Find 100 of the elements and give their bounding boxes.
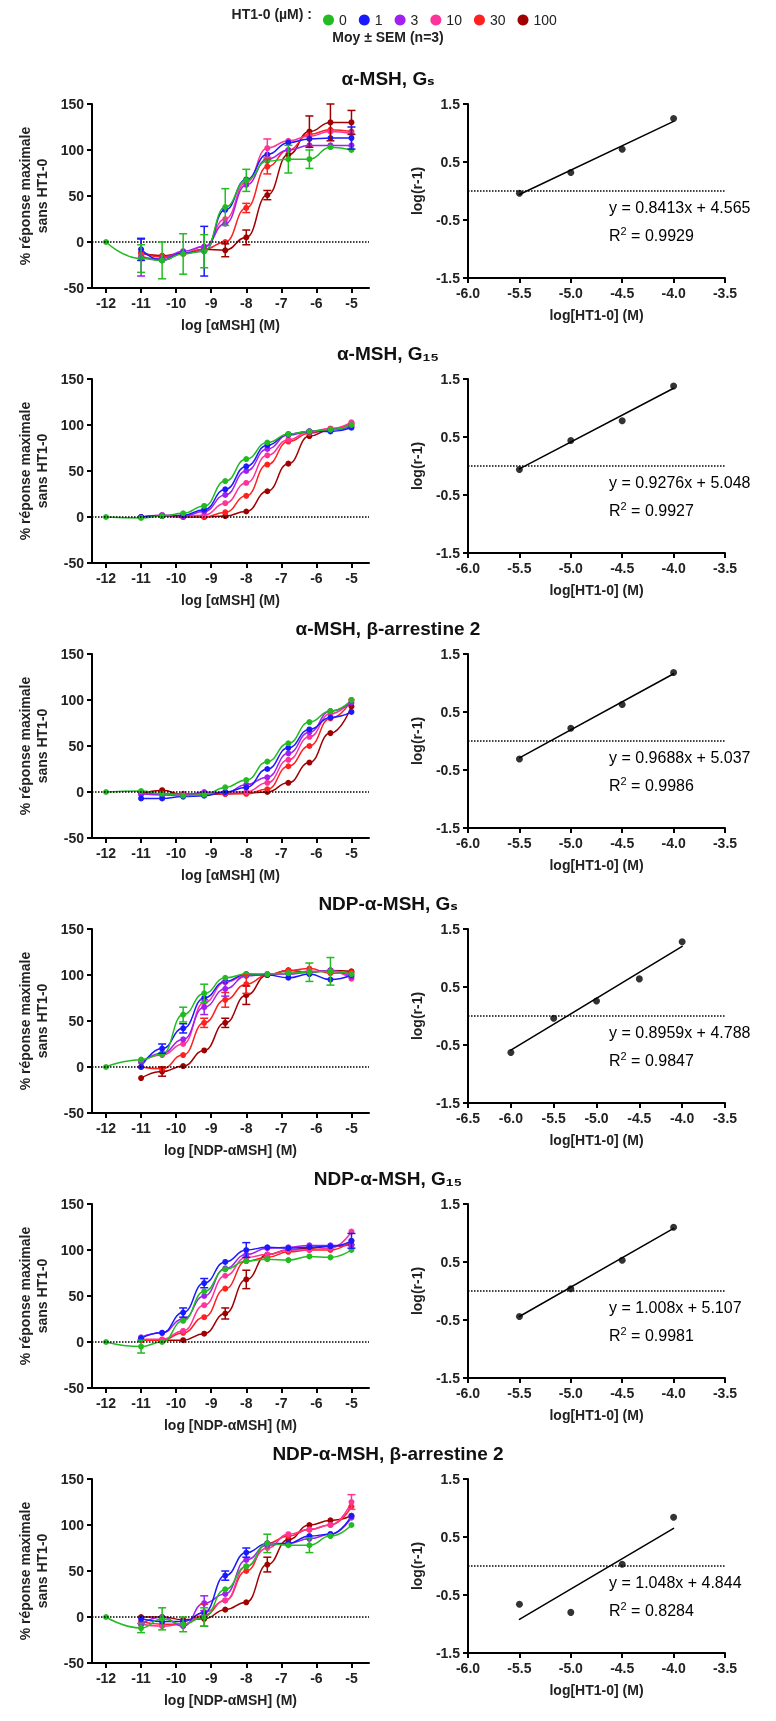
y-tick-label: -0.5 bbox=[435, 487, 461, 503]
x-tick-label: -6 bbox=[310, 1120, 323, 1136]
x-tick-label: -5.0 bbox=[584, 1110, 609, 1126]
x-tick-label: -4.5 bbox=[610, 1385, 635, 1401]
x-tick-label: -6 bbox=[310, 1670, 323, 1686]
y-tick-label: 1.5 bbox=[440, 96, 461, 112]
y-tick-label: -0.5 bbox=[435, 1312, 461, 1328]
x-tick-label: -7 bbox=[275, 1395, 288, 1411]
x-tick-label: -10 bbox=[166, 1120, 187, 1136]
x-tick-label: -6.0 bbox=[455, 835, 481, 851]
y-tick-label: 1.5 bbox=[440, 921, 461, 937]
x-tick-label: -3.5 bbox=[712, 1110, 738, 1126]
x-tick-label: -9 bbox=[204, 845, 218, 861]
legend-label: 3 bbox=[410, 12, 419, 28]
chart-title: α-MSH, G₁₅ bbox=[336, 343, 440, 364]
x-tick-label: -5.0 bbox=[558, 1660, 584, 1676]
y-tick-label: 0.5 bbox=[440, 154, 461, 170]
x-tick-label: -11 bbox=[131, 845, 152, 861]
x-tick-label: -9 bbox=[204, 295, 218, 311]
y-tick-label: 50 bbox=[68, 1563, 85, 1579]
y-axis-title: % réponse maximale sans HT1-0 bbox=[16, 401, 50, 541]
y-tick-label: 150 bbox=[60, 1196, 85, 1212]
y-axis-title: log(r-1) bbox=[408, 1541, 425, 1591]
y-tick-label: 150 bbox=[60, 646, 85, 662]
y-tick-label: 50 bbox=[68, 463, 85, 479]
y-tick-label: 50 bbox=[68, 1288, 85, 1304]
x-tick-label: -8 bbox=[240, 1120, 253, 1136]
y-tick-label: -50 bbox=[63, 1380, 85, 1396]
chart-title: NDP-α-MSH, β-arrestine 2 bbox=[272, 1443, 504, 1464]
x-tick-label: -10 bbox=[166, 1395, 187, 1411]
x-tick-label: -4.0 bbox=[661, 1660, 686, 1676]
x-tick-label: -10 bbox=[166, 570, 187, 586]
y-tick-label: 1.5 bbox=[440, 1471, 461, 1487]
x-axis-title: log [NDP-αMSH] (M) bbox=[163, 1417, 298, 1433]
x-tick-label: -10 bbox=[166, 845, 187, 861]
y-axis-title: % réponse maximale sans HT1-0 bbox=[16, 1226, 50, 1366]
x-tick-label: -5.0 bbox=[558, 560, 584, 576]
x-tick-label: -3.5 bbox=[712, 560, 738, 576]
x-tick-label: -10 bbox=[166, 1670, 187, 1686]
y-tick-label: -1.5 bbox=[435, 1645, 461, 1661]
y-tick-label: 0 bbox=[76, 234, 85, 250]
chart-title: α-MSH, Gₛ bbox=[341, 68, 435, 89]
x-tick-label: -6.5 bbox=[455, 1110, 481, 1126]
x-tick-label: -11 bbox=[131, 1670, 152, 1686]
x-tick-label: -5.5 bbox=[541, 1110, 566, 1126]
x-tick-label: -5.0 bbox=[558, 1385, 584, 1401]
annotation: y = 1.008x + 5.107 bbox=[609, 1299, 742, 1317]
x-tick-label: -9 bbox=[204, 1670, 218, 1686]
x-tick-label: -3.5 bbox=[712, 1660, 738, 1676]
x-tick-label: -6.0 bbox=[455, 285, 481, 301]
x-tick-label: -6 bbox=[310, 1395, 323, 1411]
x-tick-label: -6.0 bbox=[455, 1385, 481, 1401]
x-tick-label: -5 bbox=[345, 295, 358, 311]
legend-label: 10 bbox=[446, 12, 463, 28]
x-tick-label: -12 bbox=[95, 845, 117, 861]
x-tick-label: -12 bbox=[95, 1395, 117, 1411]
chart-title: α-MSH, β-arrestine 2 bbox=[295, 618, 481, 639]
x-tick-label: -5 bbox=[345, 570, 358, 586]
x-tick-label: -12 bbox=[95, 1670, 117, 1686]
x-tick-label: -4.5 bbox=[610, 835, 635, 851]
y-axis-title: log(r-1) bbox=[408, 1266, 425, 1316]
x-tick-label: -7 bbox=[275, 845, 288, 861]
y-tick-label: 0 bbox=[76, 1059, 85, 1075]
x-axis-title: log[HT1-0] (M) bbox=[549, 1132, 644, 1148]
x-tick-label: -9 bbox=[204, 570, 218, 586]
legend-label: 0 bbox=[339, 12, 347, 28]
y-axis-title: % réponse maximale sans HT1-0 bbox=[16, 676, 50, 816]
x-tick-label: -3.5 bbox=[712, 1385, 738, 1401]
x-tick-label: -4.0 bbox=[661, 835, 686, 851]
y-tick-label: 0.5 bbox=[440, 1254, 461, 1270]
y-tick-label: 100 bbox=[60, 1242, 85, 1258]
x-tick-label: -6 bbox=[310, 845, 323, 861]
x-tick-label: -12 bbox=[95, 570, 117, 586]
x-axis-title: log [NDP-αMSH] (M) bbox=[163, 1142, 298, 1158]
x-tick-label: -4.0 bbox=[670, 1110, 695, 1126]
x-tick-label: -11 bbox=[131, 295, 152, 311]
y-tick-label: 100 bbox=[60, 967, 85, 983]
y-tick-label: 50 bbox=[68, 188, 85, 204]
y-tick-label: -1.5 bbox=[435, 545, 461, 561]
chart-title: NDP-α-MSH, Gₛ bbox=[318, 893, 458, 914]
y-tick-label: -0.5 bbox=[435, 1587, 461, 1603]
x-tick-label: -4.0 bbox=[661, 560, 686, 576]
legend-label: 1 bbox=[374, 12, 383, 28]
x-axis-title: log[HT1-0] (M) bbox=[549, 307, 644, 323]
y-axis-title: log(r-1) bbox=[408, 716, 425, 766]
y-tick-label: -0.5 bbox=[435, 762, 461, 778]
x-tick-label: -6.0 bbox=[455, 560, 481, 576]
y-tick-label: 0.5 bbox=[440, 979, 461, 995]
x-tick-label: -7 bbox=[275, 1670, 288, 1686]
x-tick-label: -5.0 bbox=[558, 285, 584, 301]
legend-title: HT1-0 (µM) : bbox=[231, 6, 312, 22]
legend-label: 100 bbox=[533, 12, 558, 28]
x-tick-label: -6 bbox=[310, 570, 323, 586]
x-tick-label: -6.0 bbox=[455, 1660, 481, 1676]
y-tick-label: 150 bbox=[60, 1471, 85, 1487]
annotation: y = 0.9276x + 5.048 bbox=[609, 474, 751, 492]
y-tick-label: 100 bbox=[60, 142, 85, 158]
x-tick-label: -11 bbox=[131, 1395, 152, 1411]
chart-title: NDP-α-MSH, G₁₅ bbox=[313, 1168, 463, 1189]
x-tick-label: -5.5 bbox=[507, 1385, 532, 1401]
